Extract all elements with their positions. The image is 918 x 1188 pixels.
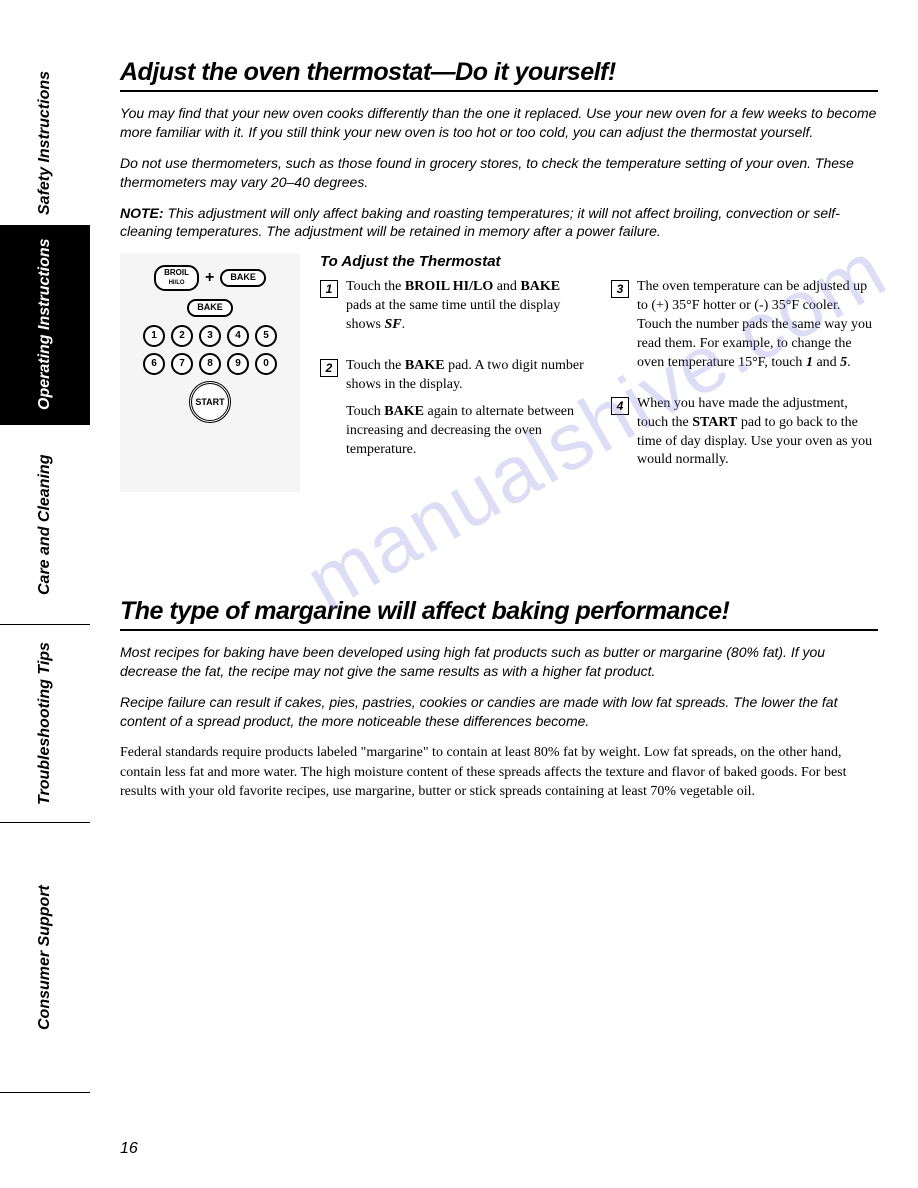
num-1: 1 — [143, 325, 165, 347]
step-1: 1 Touch the BROIL HI/LO and BAKE pads at… — [320, 278, 587, 343]
step-4: 4 When you have made the adjustment, tou… — [611, 395, 878, 479]
section2-title: The type of margarine will affect baking… — [120, 597, 878, 631]
num-9: 9 — [227, 353, 249, 375]
tab-troubleshooting[interactable]: Troubleshooting Tips — [0, 625, 90, 823]
section2-intro1: Most recipes for baking have been develo… — [120, 643, 878, 681]
control-panel-diagram: BROILHI/LO + BAKE BAKE 1 2 3 4 5 6 7 8 9… — [120, 253, 300, 492]
start-button-diagram: START — [189, 381, 231, 423]
num-4: 4 — [227, 325, 249, 347]
section1-title: Adjust the oven thermostat—Do it yoursel… — [120, 58, 878, 92]
step-num-3: 3 — [611, 280, 629, 298]
num-8: 8 — [199, 353, 221, 375]
bake-button-diagram-1: BAKE — [220, 269, 266, 287]
tab-care[interactable]: Care and Cleaning — [0, 425, 90, 625]
num-7: 7 — [171, 353, 193, 375]
num-3: 3 — [199, 325, 221, 347]
section2-intro2: Recipe failure can result if cakes, pies… — [120, 693, 878, 731]
tab-operating[interactable]: Operating Instructions — [0, 225, 90, 425]
page-number: 16 — [120, 1140, 138, 1158]
thermostat-subhead: To Adjust the Thermostat — [320, 253, 878, 270]
step-num-4: 4 — [611, 397, 629, 415]
main-content: manualshive.com Adjust the oven thermost… — [90, 0, 918, 1188]
step-2: 2 Touch the BAKE pad. A two digit number… — [320, 357, 587, 467]
step-num-1: 1 — [320, 280, 338, 298]
step-num-2: 2 — [320, 359, 338, 377]
bake-button-diagram-2: BAKE — [187, 299, 233, 317]
section1-intro2: Do not use thermometers, such as those f… — [120, 154, 878, 192]
tab-safety[interactable]: Safety Instructions — [0, 60, 90, 225]
plus-icon: + — [205, 269, 214, 287]
num-2: 2 — [171, 325, 193, 347]
num-0: 0 — [255, 353, 277, 375]
numpad-row2: 6 7 8 9 0 — [130, 353, 290, 375]
section2-body: Federal standards require products label… — [120, 743, 878, 802]
num-5: 5 — [255, 325, 277, 347]
broil-button-diagram: BROILHI/LO — [154, 265, 199, 291]
step-3: 3 The oven temperature can be adjusted u… — [611, 278, 878, 380]
sidebar-tabs: Safety Instructions Operating Instructio… — [0, 0, 90, 1188]
num-6: 6 — [143, 353, 165, 375]
section1-intro1: You may find that your new oven cooks di… — [120, 104, 878, 142]
section1-note: NOTE: This adjustment will only affect b… — [120, 204, 878, 242]
numpad-row1: 1 2 3 4 5 — [130, 325, 290, 347]
tab-consumer[interactable]: Consumer Support — [0, 823, 90, 1093]
